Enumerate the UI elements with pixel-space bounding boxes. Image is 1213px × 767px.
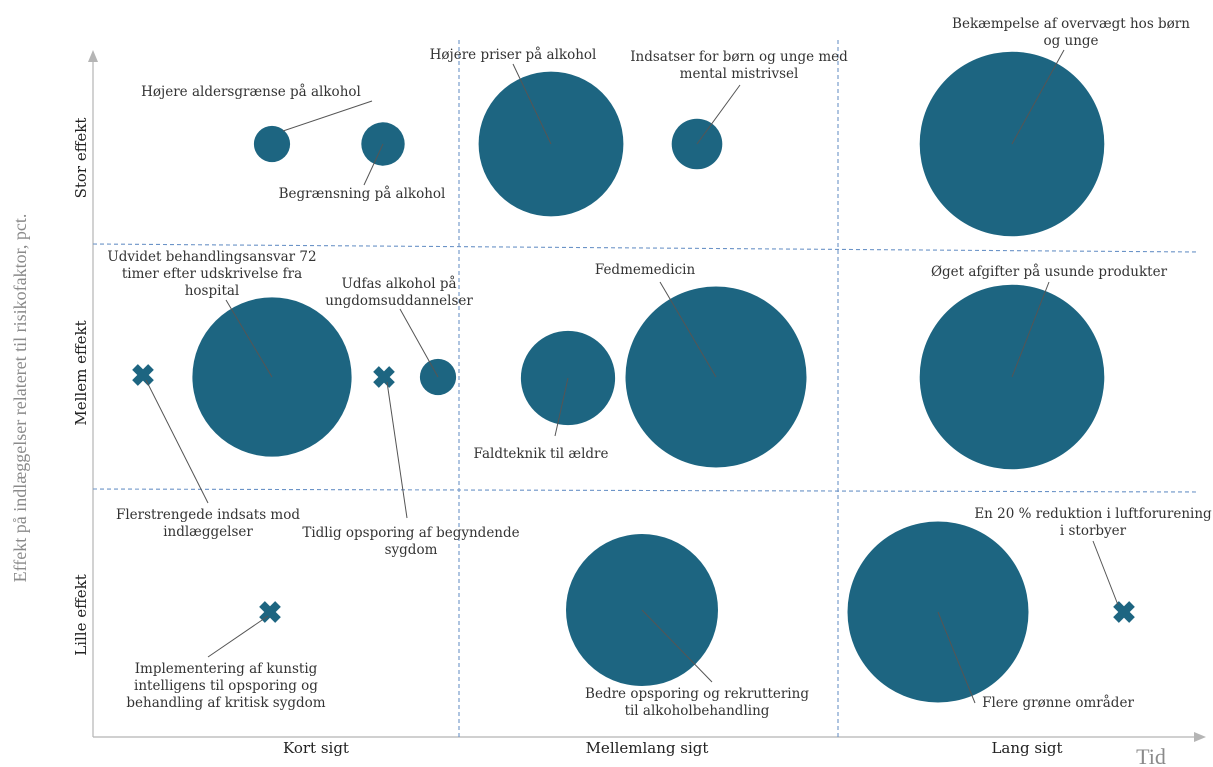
y-axis-arrow-icon	[88, 50, 98, 62]
leader-line	[696, 84, 741, 145]
y-category-lille: Lille effekt	[72, 574, 90, 656]
cross-stroke	[1113, 601, 1135, 623]
bubble-label: Højere priser på alkohol	[430, 47, 597, 63]
leader-line	[554, 377, 569, 437]
bubble-label: Bekæmpelse af overvægt hos børn og unge	[952, 16, 1190, 49]
leader-line	[1011, 281, 1050, 378]
leader-line	[145, 379, 209, 504]
leader-line	[1092, 540, 1119, 606]
cross-stroke	[132, 364, 154, 386]
leader-line	[399, 308, 439, 378]
y-axis-title: Effekt på indlæggelser relateret til ris…	[10, 214, 30, 583]
y-category-stor: Stor effekt	[72, 118, 90, 199]
cross-mark	[132, 364, 154, 386]
x-category-mellemlang: Mellemlang sigt	[586, 739, 709, 757]
leader-line	[1011, 49, 1065, 145]
chart-item: Bekæmpelse af overvægt hos børn og unge	[919, 16, 1190, 237]
bubble-label: Implementering af kunstig intelligens til…	[126, 661, 325, 711]
chart-item: Højere priser på alkohol	[430, 47, 624, 217]
leader-line	[282, 100, 373, 132]
chart-item: Udvidet behandlingsansvar 72 timer efter …	[107, 249, 352, 457]
chart-item: Øget afgifter på usunde produkter	[919, 264, 1168, 470]
x-category-kort: Kort sigt	[283, 739, 349, 757]
leader-line	[512, 63, 552, 145]
chart-item: Begrænsning på alkohol	[279, 122, 446, 202]
x-axis-arrow-icon	[1194, 732, 1206, 742]
leader-line	[225, 299, 273, 378]
chart-item: Indsatser for børn og unge med mental mis…	[630, 49, 848, 170]
bubble-label: Højere aldersgrænse på alkohol	[141, 84, 361, 100]
cross-stroke	[259, 601, 281, 623]
grid-line-horizontal-2	[92, 488, 1199, 493]
chart-item: Bedre opsporing og rekruttering til alkoh…	[566, 534, 809, 719]
chart-item: Fedmemedicin	[595, 262, 807, 468]
chart-item: Udfas alkohol på ungdomsuddannelser	[325, 276, 473, 396]
leader-line	[363, 143, 384, 186]
bubble-label: Udfas alkohol på ungdomsuddannelser	[325, 276, 473, 309]
chart-item: Faldteknik til ældre	[474, 330, 616, 462]
leader-line	[386, 381, 408, 519]
cross-mark	[259, 601, 281, 623]
bubble-mark	[253, 125, 291, 163]
leader-line	[937, 611, 976, 704]
leader-line	[659, 281, 717, 378]
bubble-label: Bedre opsporing og rekruttering til alkoh…	[585, 686, 809, 719]
bubble-label: Tidlig opsporing af begyndende sygdom	[302, 525, 519, 558]
grid-line-horizontal-1	[92, 243, 1199, 253]
chart-item: Tidlig opsporing af begyndende sygdom	[302, 366, 520, 558]
bubble-label: En 20 % reduktion i luftforurening i stor…	[974, 506, 1212, 539]
chart-item: Flere grønne områder	[847, 521, 1134, 711]
chart-item: Højere aldersgrænse på alkohol	[141, 84, 373, 163]
bubble-label: Udvidet behandlingsansvar 72 timer efter …	[107, 249, 316, 299]
bubble-label: Øget afgifter på usunde produkter	[931, 264, 1168, 280]
leader-line	[207, 615, 269, 658]
cross-mark	[1113, 601, 1135, 623]
grid-lines	[92, 40, 1199, 737]
bubble-label: Flere grønne områder	[982, 695, 1134, 711]
x-axis-title: Tid	[1136, 744, 1166, 767]
cross-stroke	[373, 366, 395, 388]
chart-item: Implementering af kunstig intelligens til…	[126, 601, 326, 711]
bubble-label: Faldteknik til ældre	[474, 446, 609, 462]
y-category-mellem: Mellem effekt	[72, 320, 90, 425]
leader-line	[641, 609, 713, 683]
x-category-lang: Lang sigt	[991, 739, 1062, 757]
bubble-label: Flerstrengede indsats mod indlæggelser	[116, 507, 300, 540]
bubble-label: Begrænsning på alkohol	[279, 186, 446, 202]
chart-marks: Højere aldersgrænse på alkohol Begrænsnin…	[107, 16, 1212, 719]
bubble-label: Fedmemedicin	[595, 262, 696, 278]
chart-item: Flerstrengede indsats mod indlæggelser	[116, 364, 300, 540]
chart-item: En 20 % reduktion i luftforurening i stor…	[974, 506, 1212, 623]
cross-mark	[373, 366, 395, 388]
bubble-label: Indsatser for børn og unge med mental mis…	[630, 49, 848, 82]
